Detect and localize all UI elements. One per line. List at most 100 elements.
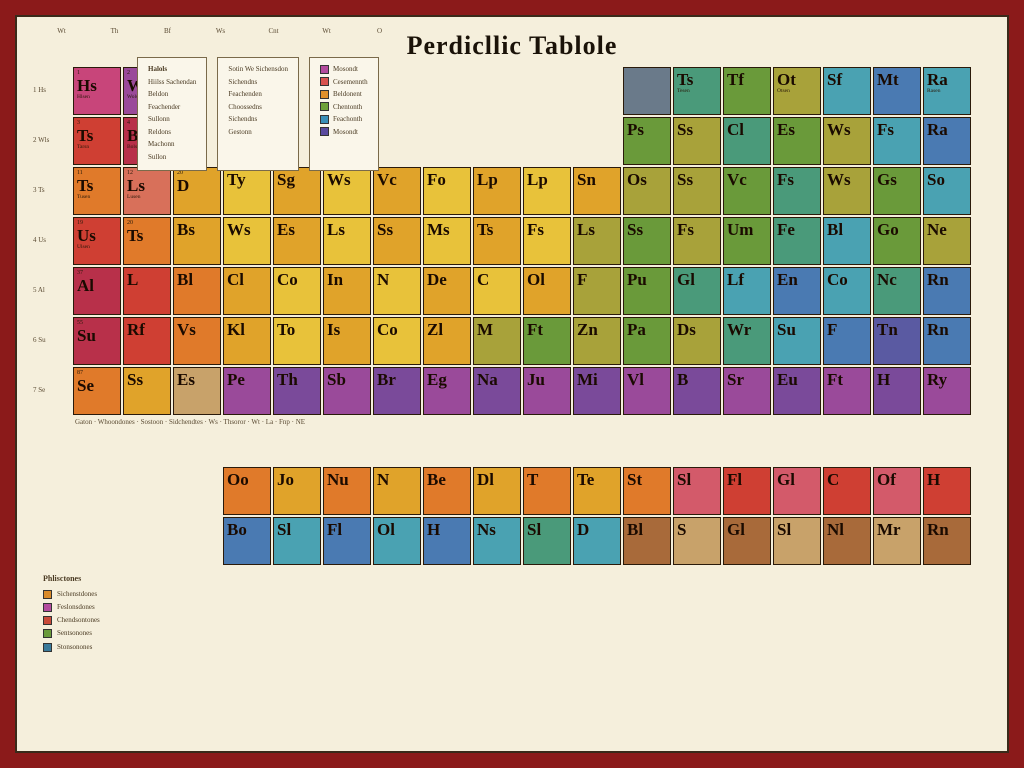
- empty-cell: [473, 67, 521, 115]
- element-cell-Fe: Fe: [773, 217, 821, 265]
- element-cell-Tf: Tf: [723, 67, 771, 115]
- row-label: 2 Wls: [31, 117, 71, 165]
- element-cell-Oo: Oo: [223, 467, 271, 515]
- element-cell-Ss: Ss: [673, 117, 721, 165]
- element-cell-Ju: Ju: [523, 367, 571, 415]
- element-cell-Te: Te: [573, 467, 621, 515]
- element-cell-Fs: Fs: [873, 117, 921, 165]
- element-cell-Rn: Rn: [923, 267, 971, 315]
- col-label: [940, 27, 985, 35]
- element-cell-H: H: [923, 467, 971, 515]
- element-cell-Ls: Ls: [323, 217, 371, 265]
- element-cell-Br: Br: [373, 367, 421, 415]
- element-cell-Es: Es: [173, 367, 221, 415]
- element-cell-Zn: Zn: [573, 317, 621, 365]
- element-cell-Gl: Gl: [723, 517, 771, 565]
- element-cell-Ms: Ms: [423, 217, 471, 265]
- element-cell-Gl: Gl: [773, 467, 821, 515]
- empty-cell: [423, 117, 471, 165]
- empty-cell: [373, 67, 421, 115]
- periodic-table-poster: WtThBfWsCntWtO Perdicllic Tablole Halols…: [15, 15, 1009, 753]
- element-cell-Ss: Ss: [673, 167, 721, 215]
- element-cell-Nc: Nc: [873, 267, 921, 315]
- element-cell-Sl: Sl: [273, 517, 321, 565]
- element-cell-Ft: Ft: [523, 317, 571, 365]
- empty-cell: [573, 117, 621, 165]
- element-cell-Ss: Ss: [123, 367, 171, 415]
- element-cell-Cl: Cl: [223, 267, 271, 315]
- element-cell-Fo: Fo: [423, 167, 471, 215]
- element-cell-Bl: Bl: [823, 217, 871, 265]
- element-cell-Ws: Ws: [823, 117, 871, 165]
- element-cell-En: En: [773, 267, 821, 315]
- element-cell-Ws: Ws: [823, 167, 871, 215]
- element-cell-Es: Es: [273, 217, 321, 265]
- element-cell-Eu: Eu: [773, 367, 821, 415]
- top-column-labels: WtThBfWsCntWtO: [17, 27, 1007, 35]
- element-cell-Lp: Lp: [473, 167, 521, 215]
- element-cell-H: H: [873, 367, 921, 415]
- element-cell-Es: Es: [773, 117, 821, 165]
- empty-cell: [523, 117, 571, 165]
- sub-divider: Gaton · Whoondones · Sostoon · Sidchendt…: [31, 417, 971, 427]
- col-label: Bf: [145, 27, 190, 35]
- empty-cell: [473, 117, 521, 165]
- element-cell-Fs: Fs: [773, 167, 821, 215]
- element-cell-Ol: Ol: [373, 517, 421, 565]
- element-cell-Mi: Mi: [573, 367, 621, 415]
- element-cell-Ds: Ds: [673, 317, 721, 365]
- element-cell-Ls: 12LsLusen: [123, 167, 171, 215]
- element-cell-Ps: Ps: [623, 117, 671, 165]
- element-cell-Hs: 1HsHlsen: [73, 67, 121, 115]
- element-cell-Sl: Sl: [773, 517, 821, 565]
- row-label: 3 Ts: [31, 167, 71, 215]
- element-cell-Ry: Ry: [923, 367, 971, 415]
- element-cell-Pe: Pe: [223, 367, 271, 415]
- element-cell-Vs: Vs: [173, 317, 221, 365]
- element-cell-Ra: Ra: [923, 117, 971, 165]
- element-cell-Sg: Sg: [273, 167, 321, 215]
- element-cell-Rf: Rf: [123, 317, 171, 365]
- element-cell-Ts: 3TsTarsn: [73, 117, 121, 165]
- col-label: Cnt: [251, 27, 296, 35]
- element-cell-F: F: [573, 267, 621, 315]
- element-cell-Ol: Ol: [523, 267, 571, 315]
- element-cell-D: D: [573, 517, 621, 565]
- element-cell-So: So: [923, 167, 971, 215]
- element-cell-Tn: Tn: [873, 317, 921, 365]
- element-cell-Wr: Wr: [723, 317, 771, 365]
- element-cell-Ts: Ts: [473, 217, 521, 265]
- col-label: Wt: [39, 27, 84, 35]
- element-cell-Sb: Sb: [323, 367, 371, 415]
- element-cell-Fs: Fs: [523, 217, 571, 265]
- element-cell-N: N: [373, 267, 421, 315]
- element-cell-Bs: Bs: [173, 217, 221, 265]
- row-label-lanth: [31, 467, 71, 515]
- element-cell-Nl: Nl: [823, 517, 871, 565]
- element-cell-In: In: [323, 267, 371, 315]
- legend-mid: Sotin We SichensdonSichendnsFeachendenCh…: [217, 57, 299, 171]
- element-cell-T: T: [523, 467, 571, 515]
- element-cell-Ss: Ss: [623, 217, 671, 265]
- row-label-actin: [31, 517, 71, 565]
- element-cell-Co: Co: [823, 267, 871, 315]
- col-label: Wt: [304, 27, 349, 35]
- col-label: [463, 27, 508, 35]
- empty-cell: [123, 517, 171, 565]
- element-cell-Ns: Ns: [473, 517, 521, 565]
- element-cell-Fl: Fl: [723, 467, 771, 515]
- row-label: 1 Hs: [31, 67, 71, 115]
- element-cell-Gs: Gs: [873, 167, 921, 215]
- element-cell-C: C: [473, 267, 521, 315]
- element-cell-Fl: Fl: [323, 517, 371, 565]
- element-cell-Ws: Ws: [223, 217, 271, 265]
- element-cell-Vl: Vl: [623, 367, 671, 415]
- element-cell-Ts: 20Ts: [123, 217, 171, 265]
- col-label: [675, 27, 720, 35]
- element-cell-De: De: [423, 267, 471, 315]
- element-cell-Ls: Ls: [573, 217, 621, 265]
- empty-cell: [523, 67, 571, 115]
- element-cell-Th: Th: [273, 367, 321, 415]
- legend-right: MosondtCesemennthBeldonentChentonthFeach…: [309, 57, 379, 171]
- element-cell-B: B: [673, 367, 721, 415]
